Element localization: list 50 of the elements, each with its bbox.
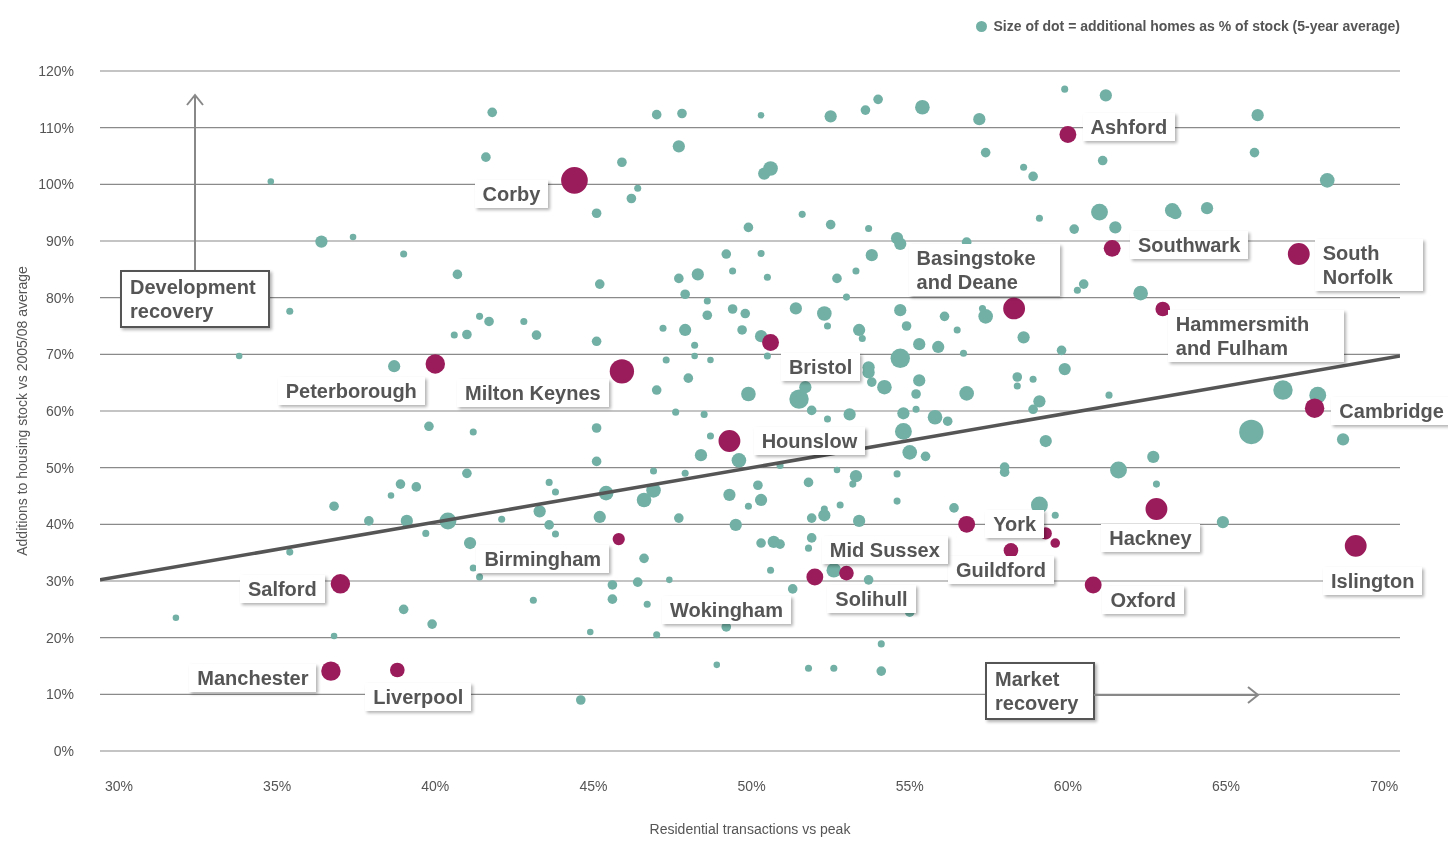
annotation: Corby (474, 180, 549, 209)
annotation: Southwark (1130, 231, 1249, 260)
x-tick-label: 35% (263, 777, 292, 794)
annotation: Basingstoke and Deane (908, 244, 1060, 297)
annotation: Ashford (1082, 113, 1176, 142)
x-tick-label: 30% (104, 777, 133, 794)
x-tick-label: 65% (1212, 777, 1241, 794)
annotation: Milton Keynes (457, 379, 609, 408)
legend-label: Size of dot = additional homes as % of stock (5-year average) (993, 18, 1400, 34)
x-tick-label: 50% (737, 777, 766, 794)
annotation: Mid Sussex (821, 536, 948, 565)
annotation: Salford (239, 574, 325, 603)
annotation: Birmingham (476, 545, 610, 574)
y-axis-title: Additions to housing stock vs 2005/08 average (13, 266, 30, 556)
y-tick-label: 50% (45, 459, 74, 476)
annotation: Oxford (1102, 585, 1184, 614)
x-tick-label: 60% (1053, 777, 1082, 794)
annotation: Bristol (780, 353, 861, 382)
y-tick-label: 40% (45, 516, 74, 533)
annotation: Hammersmith and Fulham (1167, 310, 1344, 362)
annotation: Solihull (827, 585, 916, 614)
x-tick-label: 55% (895, 777, 924, 794)
annotation: Liverpool (365, 682, 472, 711)
x-tick-label: 70% (1370, 777, 1399, 794)
y-tick-label: 120% (38, 62, 74, 79)
y-tick-label: 30% (45, 572, 74, 589)
y-tick-label: 0% (53, 742, 74, 759)
x-tick-label: 40% (421, 777, 450, 794)
y-tick-label: 20% (45, 629, 74, 646)
annotation: Islington (1323, 566, 1423, 595)
y-tick-label: 60% (45, 402, 74, 419)
y-tick-label: 10% (45, 686, 74, 703)
y-tick-label: 100% (38, 176, 74, 193)
annotation: Cambridge (1338, 399, 1445, 425)
x-tick-label: 45% (579, 777, 608, 794)
x-axis-title: Residential transactions vs peak (649, 821, 852, 837)
annotation: Development recovery (120, 270, 270, 328)
annotation: Wokingham (662, 596, 791, 624)
annotation: Market recovery (985, 662, 1095, 720)
annotation: Guildford (947, 556, 1054, 585)
y-tick-label: 110% (39, 119, 74, 136)
y-tick-label: 70% (45, 346, 74, 363)
annotation: Hounslow (753, 427, 866, 456)
annotation: Manchester (189, 664, 317, 693)
y-tick-label: 90% (45, 232, 74, 249)
annotation: Hackney (1101, 524, 1200, 553)
y-tick-label: 80% (45, 289, 74, 306)
annotation: Peterborough (277, 376, 425, 405)
annotation: South Norfolk (1314, 239, 1423, 292)
annotation: York (985, 510, 1045, 539)
